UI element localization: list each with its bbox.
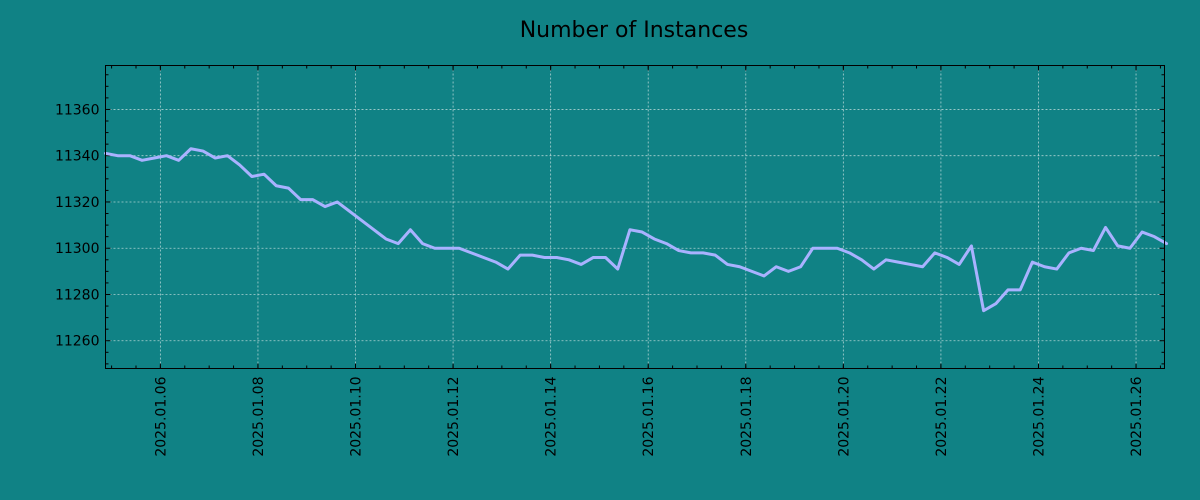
x-tick-label: 2025.01.26 [1129,376,1145,456]
x-tick-label: 2025.01.20 [836,377,852,457]
x-tick-label: 2025.01.24 [1031,376,1047,456]
plot-frame [105,65,1165,369]
x-tick-label: 2025.01.14 [544,376,560,456]
x-tick-label: 2025.01.22 [934,377,950,457]
y-tick-label: 11340 [55,149,100,165]
x-tick-label: 2025.01.10 [349,377,365,457]
chart-title: Number of Instances [520,18,749,43]
series-line [104,147,1169,313]
series-layer [104,147,1169,313]
y-tick-label: 11360 [55,102,100,118]
grid-layer [105,65,1165,369]
x-tick-label: 2025.01.06 [153,376,169,456]
x-tick-label: 2025.01.12 [446,377,462,457]
y-tick-label: 11280 [55,287,100,303]
x-tick-label: 2025.01.18 [739,377,755,457]
tick-layer: 11260 11280 11300 11320 11340 11360 2025.01.06… [55,65,1165,457]
y-tick-label: 11300 [55,241,100,257]
y-tick-label: 11320 [55,195,100,211]
x-tick-label: 2025.01.08 [251,377,267,457]
y-tick-label: 11260 [55,334,100,350]
x-tick-label: 2025.01.16 [641,376,657,456]
